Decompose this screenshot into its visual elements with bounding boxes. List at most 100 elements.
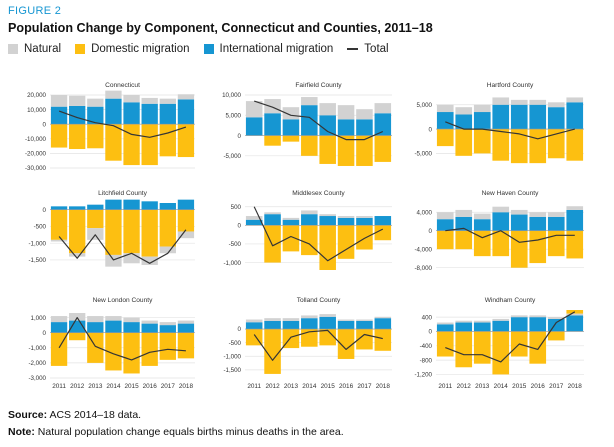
panel-3-bar-international-migration — [69, 206, 86, 210]
panel-6-bar-natural — [50, 316, 68, 323]
panel-1-bar-natural — [356, 109, 373, 120]
panel-8-bar-international-migration — [455, 322, 473, 332]
panel-2-bar-domestic-migration — [529, 129, 547, 164]
panel-5-bar-domestic-migration — [566, 230, 584, 259]
panel-7-bar-international-migration — [337, 320, 355, 330]
panel-0-bar-natural — [141, 97, 158, 104]
panel-2-bar-domestic-migration — [492, 129, 510, 161]
panel-1-bar-domestic-migration — [282, 135, 300, 142]
panel-8-xtick-label: 2017 — [549, 383, 564, 390]
panel-8-total-line — [445, 311, 576, 363]
panel-2-title: Hartford County — [487, 82, 534, 89]
panel-1-bar-domestic-migration — [374, 135, 392, 162]
panel-8-bar-international-migration — [547, 318, 565, 332]
panel-0-ytick-label: 20,000 — [27, 92, 46, 99]
panel-1-bar-natural — [337, 105, 355, 120]
panel-2-ytick-label: 5,000 — [417, 102, 433, 109]
source-note: Source: ACS 2014–18 data. — [8, 409, 141, 421]
panel-3-bar-domestic-migration — [141, 209, 158, 257]
panel-4-title: Middlesex County — [292, 190, 345, 197]
panel-5-bar-domestic-migration — [492, 230, 510, 257]
panel-2-total-line — [445, 121, 575, 140]
panel-2-bar-international-migration — [436, 112, 454, 130]
panel-7-bar-natural — [374, 316, 392, 319]
panel-7-xtick-label: 2013 — [284, 383, 299, 390]
panel-5-bar-domestic-migration — [529, 230, 547, 264]
panel-7-ytick-label: -500 — [229, 340, 242, 347]
panel-3-title: Litchfield County — [98, 190, 147, 197]
panel-6-xtick-label: 2011 — [52, 383, 66, 390]
panel-7-xtick-label: 2017 — [357, 383, 372, 390]
panel-3-bar-natural-negative- — [105, 254, 122, 267]
panel-5-ytick-label: -8,000 — [414, 265, 432, 272]
panel-6-ytick-label: 0 — [43, 330, 47, 337]
panel-4-bar-natural — [356, 216, 373, 218]
panel-1-bar-domestic-migration — [301, 135, 318, 156]
panel-3-bar-domestic-migration — [159, 209, 176, 247]
panel-1-bar-domestic-migration — [356, 135, 373, 166]
panel-1-bar-international-migration — [337, 119, 355, 136]
panel-2-bar-natural — [436, 104, 454, 113]
panel-6-xtick-label: 2012 — [70, 383, 85, 390]
panel-7-ytick-label: -1,500 — [223, 367, 241, 374]
panel-3-bar-international-migration — [87, 204, 104, 210]
panel-6-bar-international-migration — [50, 322, 68, 333]
panel-1-bar-natural — [319, 103, 336, 116]
panel-5-bar-international-migration — [455, 216, 473, 231]
panel-8-ytick-label: -1,200 — [414, 372, 432, 379]
panel-0-bar-international-migration — [87, 106, 104, 125]
panel-0-bar-international-migration — [177, 99, 195, 125]
panel-8-xtick-label: 2018 — [568, 383, 583, 390]
panel-4-bar-domestic-migration — [319, 225, 336, 270]
panel-7-bar-international-migration — [282, 320, 300, 330]
panel-8-ytick-label: 400 — [422, 314, 433, 321]
panel-3-bar-natural-negative- — [50, 239, 68, 242]
panel-6-bar-domestic-migration — [69, 332, 86, 341]
panel-6-bar-natural — [123, 317, 140, 323]
panel-7-xtick-label: 2016 — [339, 383, 354, 390]
panel-4-bar-international-migration — [282, 219, 300, 226]
panel-6-bar-international-migration — [159, 325, 176, 333]
panel-0-bar-natural — [123, 95, 140, 103]
panel-6-bar-domestic-migration — [159, 332, 176, 360]
panel-5-bar-natural — [547, 212, 565, 217]
panel-4-bar-natural — [245, 216, 263, 220]
panel-0-title: Connecticut — [105, 82, 140, 89]
panel-5-ytick-label: 4,000 — [417, 209, 433, 216]
panel-6-bar-international-migration — [87, 322, 104, 333]
panel-1-ytick-label: -5,000 — [223, 153, 241, 160]
panel-3-bar-natural-negative- — [123, 253, 140, 264]
panel-2-bar-natural — [492, 97, 510, 105]
panel-5-bar-domestic-migration — [455, 230, 473, 250]
panel-7-bar-domestic-migration — [374, 329, 392, 351]
panel-6-ytick-label: -1,000 — [28, 345, 46, 352]
panel-0-bar-international-migration — [123, 102, 140, 125]
panel-8-xtick-label: 2015 — [512, 383, 527, 390]
panel-4-bar-natural — [337, 216, 355, 218]
panel-0-bar-international-migration — [159, 103, 176, 125]
panel-3-bar-natural-negative- — [69, 253, 86, 257]
panel-0-ytick-label: -20,000 — [25, 151, 47, 158]
panel-7-total-line — [253, 329, 383, 361]
panel-2-bar-domestic-migration — [547, 129, 565, 159]
panel-8-bar-natural — [529, 315, 547, 318]
panel-0-ytick-label: -30,000 — [25, 165, 47, 172]
panel-1-bar-domestic-migration — [264, 135, 281, 146]
panel-0-bar-domestic-migration — [177, 124, 195, 158]
panel-5-bar-domestic-migration — [547, 230, 565, 257]
panel-7-ytick-label: 0 — [238, 326, 242, 333]
panel-4-total-line — [253, 206, 384, 262]
panel-1-bar-international-migration — [356, 119, 373, 136]
legend-label-domestic: Domestic migration — [91, 43, 190, 55]
panel-6-bar-domestic-migration — [177, 332, 195, 359]
panel-6-bar-natural — [69, 313, 86, 321]
panel-0-bar-natural — [159, 98, 176, 104]
note-text: Natural population change equals births … — [37, 426, 344, 438]
panel-0-ytick-label: -10,000 — [25, 136, 47, 143]
panel-2-bar-international-migration — [566, 102, 584, 130]
panel-3-bar-domestic-migration — [69, 209, 86, 254]
panel-7-ytick-label: -1,000 — [223, 353, 241, 360]
panel-4-ytick-label: 500 — [231, 204, 242, 211]
panel-2-bar-natural — [566, 97, 584, 103]
